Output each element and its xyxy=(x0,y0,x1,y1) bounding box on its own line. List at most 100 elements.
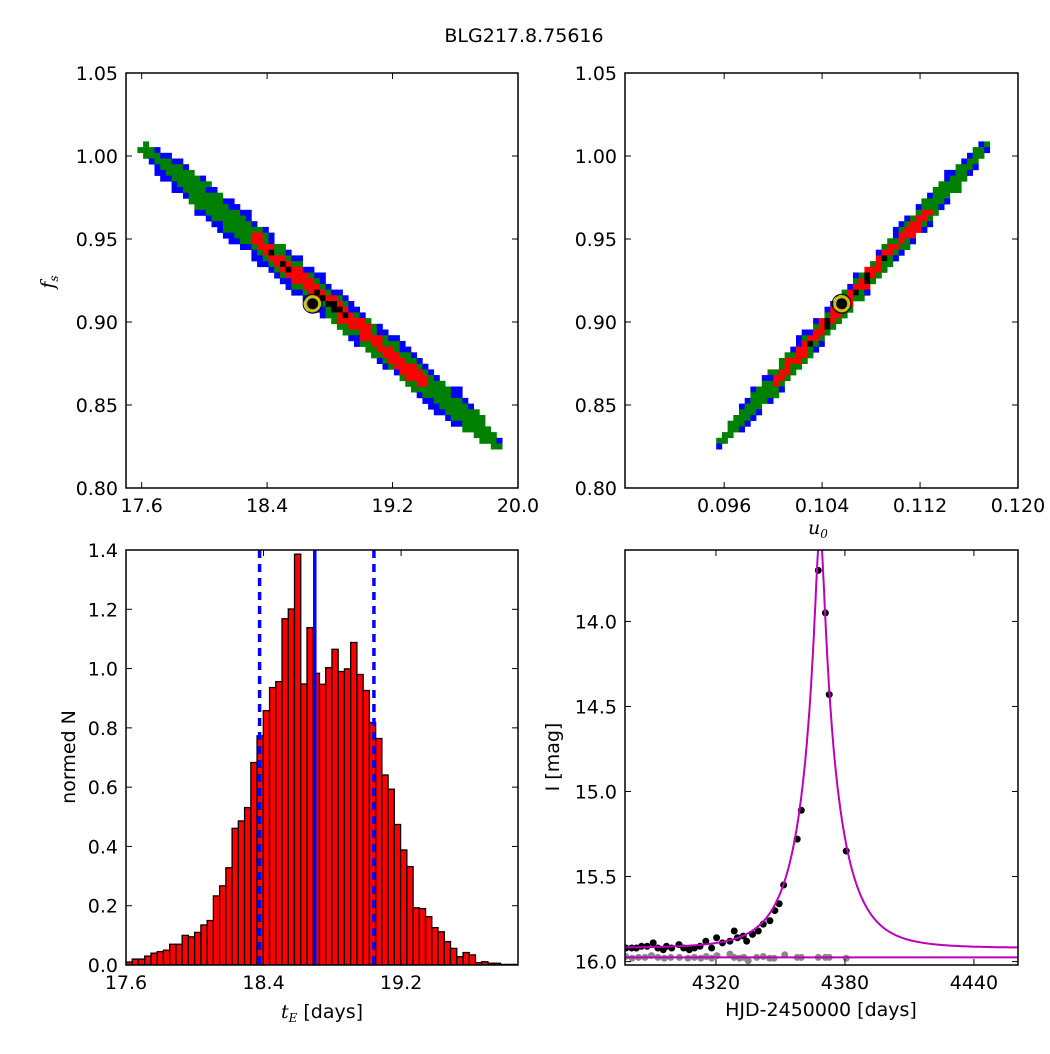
bl-histogram-bar xyxy=(275,680,283,965)
tl-heatmap-cell xyxy=(268,261,275,268)
tl-heatmap-cell xyxy=(319,295,326,302)
tl-heatmap-cell xyxy=(183,187,189,193)
tr-heatmap-cell xyxy=(750,397,757,404)
tl-heatmap-cell xyxy=(479,432,486,439)
tr-heatmap-cell xyxy=(904,221,911,228)
tl-heatmap-cell xyxy=(154,164,161,171)
tr-heatmap-cell xyxy=(961,158,968,165)
tl-heatmap-cell xyxy=(416,386,423,393)
tl-heatmap-cell xyxy=(416,363,423,370)
br-frame xyxy=(624,549,1019,966)
tl-heatmap-cell xyxy=(456,397,463,404)
tl-heatmap-cell xyxy=(217,226,224,233)
tr-heatmap-cell xyxy=(790,358,797,364)
tl-heatmap-cell xyxy=(325,312,332,319)
tl-heatmap-cell xyxy=(274,244,281,250)
bl-ytick-label: 0.8 xyxy=(88,718,118,740)
br-data-point xyxy=(713,934,721,942)
tr-heatmap-cell xyxy=(773,380,780,387)
tl-heatmap-cell xyxy=(393,352,400,359)
tl-heatmap-cell xyxy=(422,369,429,376)
tl-heatmap-cell xyxy=(325,301,332,307)
tl-heatmap-cell xyxy=(268,244,275,250)
tr-heatmap-cell xyxy=(721,437,728,444)
tr-heatmap-cell xyxy=(813,335,820,342)
bl-histogram-bar xyxy=(293,553,302,965)
tl-heatmap-cell xyxy=(433,392,440,399)
tr-plot-area xyxy=(716,141,991,450)
tl-heatmap-cell xyxy=(342,329,349,336)
tl-heatmap-cell xyxy=(490,432,497,439)
tl-heatmap-cell xyxy=(314,278,321,285)
tl-heatmap-cell xyxy=(485,426,492,433)
br-data-point xyxy=(814,566,822,574)
tl-heatmap-cell xyxy=(314,289,321,296)
tr-heatmap-cell xyxy=(898,226,905,233)
tr-heatmap-cell xyxy=(847,301,854,307)
tl-heatmap-cell xyxy=(336,301,343,307)
br-data-point xyxy=(754,927,762,935)
bl-histogram-bar xyxy=(162,949,171,965)
tl-heatmap-cell xyxy=(365,329,372,336)
tl-heatmap-cell xyxy=(194,175,201,182)
tl-heatmap-cell xyxy=(160,158,167,165)
tr-heatmap-cell xyxy=(915,221,922,228)
tr-heatmap-cell xyxy=(864,289,871,296)
bl-histogram-bar xyxy=(350,641,358,965)
tl-heatmap-cell xyxy=(393,340,400,347)
tr-heatmap-cell xyxy=(967,152,973,159)
tl-heatmap-cell xyxy=(331,295,338,302)
br-xtick-label: 4320 xyxy=(692,972,740,994)
tl-heatmap-cell xyxy=(251,249,258,256)
tr-heatmap-cell xyxy=(944,175,951,182)
tl-heatmap-cell xyxy=(257,238,264,245)
tl-heatmap-cell xyxy=(165,152,172,159)
tr-heatmap-cell xyxy=(796,358,802,364)
tr-xlabel: u0 xyxy=(808,517,828,541)
tl-heatmap-cell xyxy=(411,358,417,364)
tr-heatmap-cell xyxy=(932,192,939,199)
tr-heatmap-cell xyxy=(864,272,871,279)
tl-heatmap-cell xyxy=(456,409,463,416)
tl-heatmap-cell xyxy=(245,215,252,222)
tr-ytick-label: 1.00 xyxy=(575,146,617,168)
tl-heatmap-cell xyxy=(365,323,372,330)
tl-heatmap-cell xyxy=(240,221,246,228)
tl-heatmap-cell xyxy=(422,375,429,382)
tl-heatmap-cell xyxy=(274,266,281,273)
tr-heatmap-cell xyxy=(744,415,751,421)
bl-histogram-bar xyxy=(194,931,202,965)
tl-heatmap-cell xyxy=(251,221,258,228)
tl-heatmap-cell xyxy=(433,409,440,416)
tl-heatmap-cell xyxy=(143,147,150,154)
tr-axes: 0.096 0.104 0.112 0.120 0.80 0.85 0.90 0.95 1.00… xyxy=(575,63,1046,517)
tl-heatmap-cell xyxy=(143,152,150,159)
tl-heatmap-cell xyxy=(382,352,389,359)
tr-heatmap-cell xyxy=(875,266,882,273)
tl-heatmap-cell xyxy=(365,340,372,347)
tr-heatmap-cell xyxy=(921,221,928,228)
tl-heatmap-cell xyxy=(462,426,469,433)
tr-heatmap-cell xyxy=(721,432,728,439)
bl-histogram-bar xyxy=(218,885,227,965)
tr-heatmap-cell xyxy=(853,289,859,296)
tr-heatmap-cell xyxy=(949,181,956,188)
tl-ytick-label: 0.80 xyxy=(76,478,118,500)
tr-heatmap-cell xyxy=(892,238,899,245)
tl-heatmap-cell xyxy=(200,187,207,193)
bl-ytick-label: 0.0 xyxy=(88,955,118,977)
tl-heatmap-cell xyxy=(285,266,292,273)
tl-heatmap-cell xyxy=(382,340,389,347)
tl-heatmap-cell xyxy=(388,340,395,347)
tr-heatmap-cell xyxy=(927,204,934,211)
tl-heatmap-cell xyxy=(479,415,486,421)
tr-heatmap-cell xyxy=(778,363,785,370)
tr-heatmap-cell xyxy=(938,187,945,193)
br-ylabel: I [mag] xyxy=(542,723,564,792)
tl-heatmap-cell xyxy=(154,158,161,165)
tl-plot-area xyxy=(137,141,503,450)
tr-heatmap-cell xyxy=(796,335,802,342)
tr-heatmap-cell xyxy=(801,329,808,336)
tl-heatmap-cell xyxy=(411,369,417,376)
tl-heatmap-cell xyxy=(468,409,474,416)
